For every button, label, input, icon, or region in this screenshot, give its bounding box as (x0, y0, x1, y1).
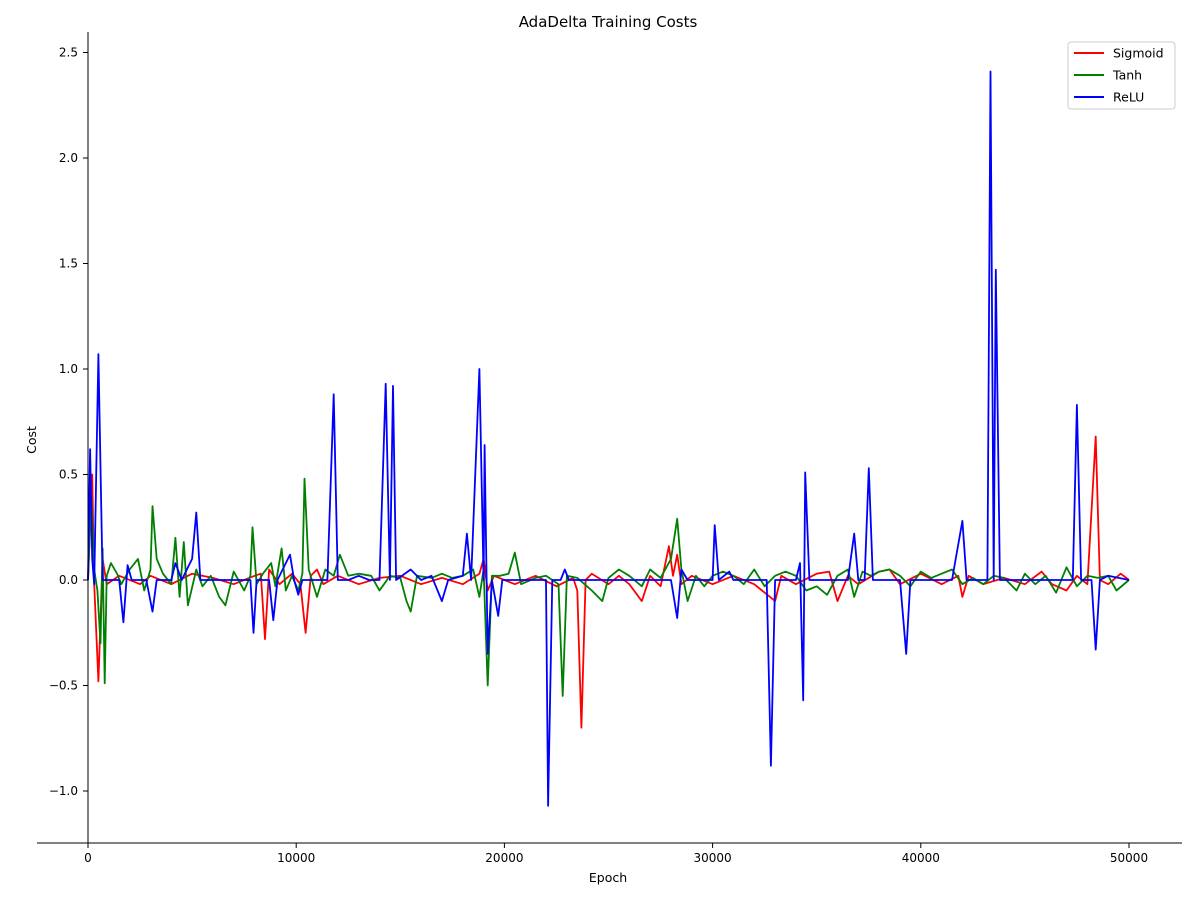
x-tick-label: 20000 (485, 851, 523, 865)
legend-frame (1067, 41, 1176, 110)
y-ticks: −1.0 −0.5 0.0 0.5 1.0 1.5 2.0 2.5 (49, 46, 88, 798)
series-line-tanh (87, 477, 1130, 697)
legend-label-relu: ReLU (1113, 90, 1144, 105)
y-tick-label: 1.5 (59, 257, 78, 271)
legend-items: Sigmoid Tanh ReLU (1074, 46, 1164, 105)
legend-label-tanh: Tanh (1112, 68, 1142, 83)
y-tick-label: −1.0 (49, 784, 78, 798)
y-tick-label: 1.0 (59, 362, 78, 376)
legend: Sigmoid Tanh ReLU (1067, 41, 1176, 110)
x-tick-label: 0 (84, 851, 92, 865)
y-tick-label: 0.0 (59, 573, 78, 587)
x-tick-label: 10000 (277, 851, 315, 865)
x-ticks: 0 10000 20000 30000 40000 50000 (84, 843, 1148, 865)
series-layer (87, 70, 1130, 807)
x-axis-label: Epoch (589, 870, 627, 885)
x-tick-label: 40000 (902, 851, 940, 865)
x-tick-label: 50000 (1110, 851, 1148, 865)
y-axis-label: Cost (24, 426, 39, 454)
y-tick-label: 0.5 (59, 468, 78, 482)
y-tick-label: 2.5 (59, 46, 78, 60)
y-tick-label: −0.5 (49, 679, 78, 693)
series-line-sigmoid (87, 435, 1130, 729)
legend-label-sigmoid: Sigmoid (1113, 46, 1164, 61)
series-line-relu (87, 70, 1130, 807)
y-tick-label: 2.0 (59, 151, 78, 165)
x-tick-label: 30000 (694, 851, 732, 865)
chart-title: AdaDelta Training Costs (519, 13, 698, 31)
